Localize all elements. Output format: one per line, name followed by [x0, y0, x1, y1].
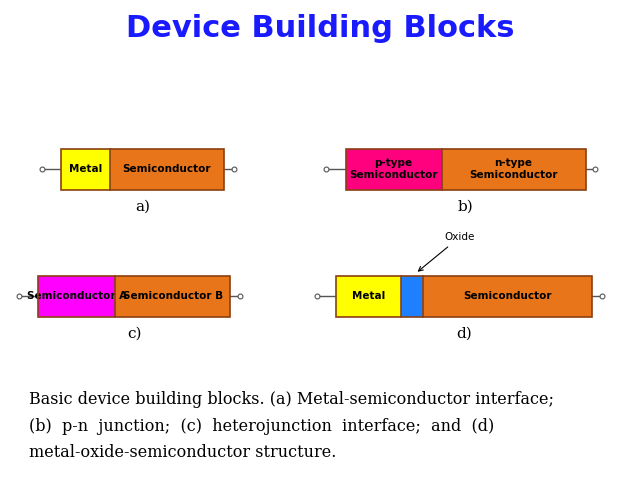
Bar — [442, 149, 586, 190]
Bar — [346, 149, 442, 190]
Text: Metal: Metal — [352, 291, 385, 301]
Text: Semiconductor: Semiconductor — [123, 164, 211, 174]
Bar — [115, 276, 230, 317]
Bar — [110, 149, 224, 190]
Text: Oxide: Oxide — [419, 232, 474, 271]
Bar — [38, 276, 230, 317]
Text: b): b) — [458, 199, 474, 213]
Bar — [336, 276, 592, 317]
Text: d): d) — [456, 326, 472, 340]
Text: Device Building Blocks: Device Building Blocks — [125, 14, 515, 43]
Text: c): c) — [127, 326, 141, 340]
Text: p-type
Semiconductor: p-type Semiconductor — [349, 158, 438, 180]
Text: Basic device building blocks. (a) Metal-semiconductor interface;: Basic device building blocks. (a) Metal-… — [29, 391, 554, 408]
Text: Semiconductor B: Semiconductor B — [123, 291, 223, 301]
Text: Metal: Metal — [68, 164, 102, 174]
Bar — [401, 276, 423, 317]
Bar — [423, 276, 592, 317]
Text: (b)  p-n  junction;  (c)  heterojunction  interface;  and  (d): (b) p-n junction; (c) heterojunction int… — [29, 418, 494, 434]
Text: Semiconductor: Semiconductor — [463, 291, 552, 301]
Text: Semiconductor A: Semiconductor A — [27, 291, 127, 301]
Text: a): a) — [135, 199, 150, 213]
Bar — [38, 276, 115, 317]
Bar — [336, 276, 401, 317]
Bar — [346, 149, 586, 190]
Bar — [61, 149, 224, 190]
Text: n-type
Semiconductor: n-type Semiconductor — [469, 158, 558, 180]
Text: metal-oxide-semiconductor structure.: metal-oxide-semiconductor structure. — [29, 444, 336, 461]
Bar — [61, 149, 110, 190]
